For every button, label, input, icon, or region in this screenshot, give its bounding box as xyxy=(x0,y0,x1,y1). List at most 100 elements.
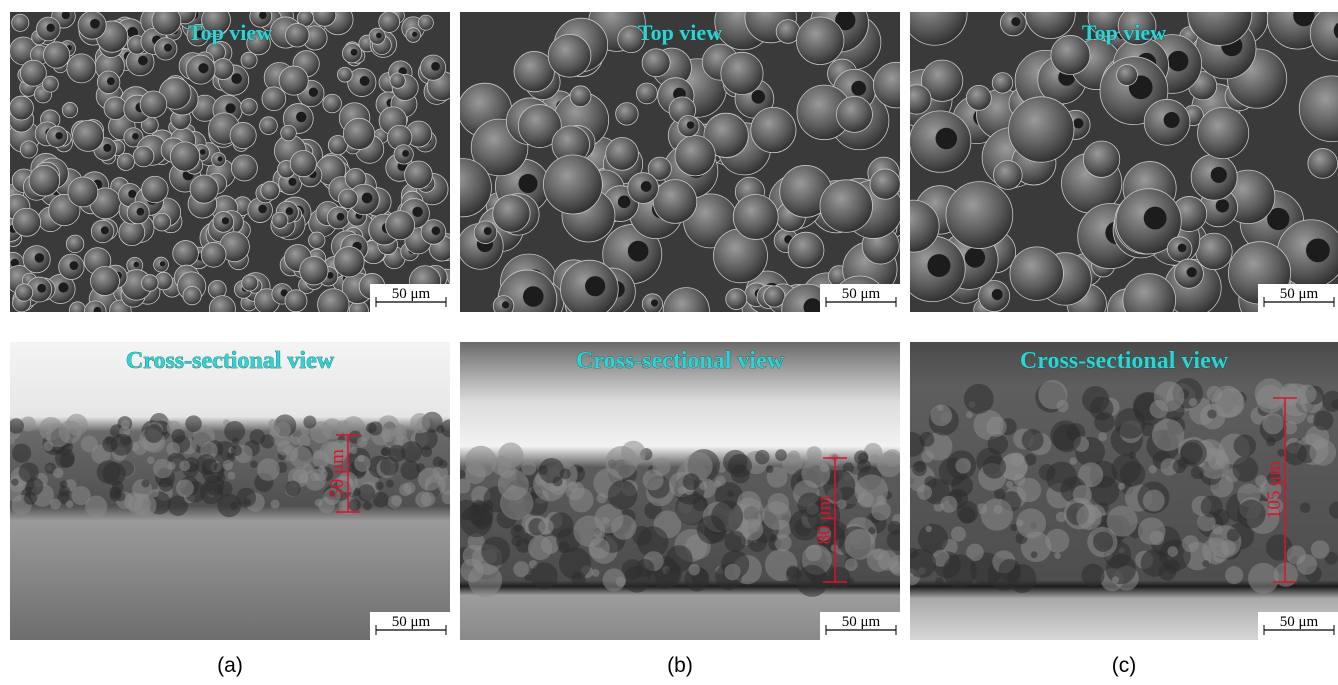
particle xyxy=(190,175,218,203)
texture xyxy=(683,473,700,490)
pore xyxy=(927,254,950,277)
thickness-label: 50 μm xyxy=(327,449,348,498)
particle xyxy=(386,211,415,240)
texture xyxy=(539,458,564,483)
pore xyxy=(1211,167,1227,183)
texture xyxy=(1069,457,1077,465)
thickness-label: 105 μm xyxy=(1264,461,1285,519)
texture xyxy=(538,519,553,534)
texture xyxy=(569,488,594,513)
texture xyxy=(1045,529,1069,553)
pore xyxy=(628,241,649,262)
pore xyxy=(484,227,492,235)
texture xyxy=(481,537,510,566)
texture xyxy=(1038,380,1067,409)
particle xyxy=(726,289,747,310)
texture xyxy=(999,559,1022,582)
pore xyxy=(128,190,136,198)
particle xyxy=(260,117,278,135)
texture xyxy=(354,455,371,472)
scale-bar-label: 50 μm xyxy=(842,286,881,302)
texture xyxy=(1284,442,1307,465)
texture xyxy=(636,559,655,578)
particle xyxy=(201,242,226,267)
texture xyxy=(457,470,466,479)
particle xyxy=(337,67,352,82)
panel-label: (b) xyxy=(667,654,693,677)
texture xyxy=(271,500,280,509)
pore xyxy=(309,88,318,97)
panel-label: (c) xyxy=(1112,654,1137,677)
pore xyxy=(58,282,68,292)
particle xyxy=(9,96,33,120)
texture xyxy=(943,554,977,588)
particle xyxy=(43,42,69,68)
texture xyxy=(755,450,770,465)
particle xyxy=(751,107,796,152)
texture xyxy=(666,545,693,572)
particle xyxy=(68,177,98,207)
pore xyxy=(402,150,409,157)
pore xyxy=(1306,238,1330,262)
particle xyxy=(343,118,374,149)
texture xyxy=(301,427,309,435)
pore xyxy=(134,262,140,268)
texture xyxy=(514,525,522,533)
texture xyxy=(285,481,300,496)
texture xyxy=(951,527,966,542)
texture xyxy=(1031,551,1038,558)
pore xyxy=(431,62,440,71)
pore xyxy=(687,121,694,128)
particle xyxy=(290,151,316,177)
particle xyxy=(313,3,336,26)
texture xyxy=(1309,439,1336,466)
top-view-title: Top view xyxy=(1082,20,1166,45)
pore xyxy=(412,207,422,217)
texture xyxy=(724,564,740,580)
texture xyxy=(179,460,190,471)
texture xyxy=(381,429,394,442)
texture xyxy=(666,568,672,574)
pore xyxy=(225,103,235,113)
texture xyxy=(318,466,325,473)
particle xyxy=(642,49,670,77)
particle xyxy=(142,275,159,292)
scale-bar-label: 50 μm xyxy=(842,614,881,630)
texture xyxy=(473,504,480,511)
particle xyxy=(902,85,931,114)
texture xyxy=(8,437,15,444)
texture xyxy=(375,482,383,490)
texture xyxy=(887,530,908,551)
pore xyxy=(585,276,605,296)
texture xyxy=(144,424,163,443)
texture xyxy=(1262,413,1283,434)
pore xyxy=(362,193,373,204)
texture xyxy=(1237,500,1266,529)
particle xyxy=(796,17,844,65)
texture xyxy=(597,493,607,503)
texture xyxy=(775,449,787,461)
pore xyxy=(851,81,866,96)
texture xyxy=(1207,409,1216,418)
texture xyxy=(1233,456,1259,482)
particle xyxy=(241,52,257,68)
pore xyxy=(35,253,45,263)
texture xyxy=(380,457,399,476)
texture xyxy=(937,405,943,411)
texture xyxy=(1165,559,1180,574)
texture xyxy=(787,450,800,463)
texture xyxy=(983,455,1006,478)
texture xyxy=(577,467,583,473)
pore xyxy=(432,226,441,235)
texture xyxy=(940,496,957,513)
texture xyxy=(858,452,868,462)
texture xyxy=(1054,552,1061,559)
texture xyxy=(196,454,217,475)
particle xyxy=(788,232,824,268)
particle xyxy=(390,73,405,88)
particle xyxy=(209,296,235,322)
particle xyxy=(153,213,171,231)
texture xyxy=(715,476,726,487)
top-view-title: Top view xyxy=(188,20,272,45)
texture xyxy=(513,561,529,577)
